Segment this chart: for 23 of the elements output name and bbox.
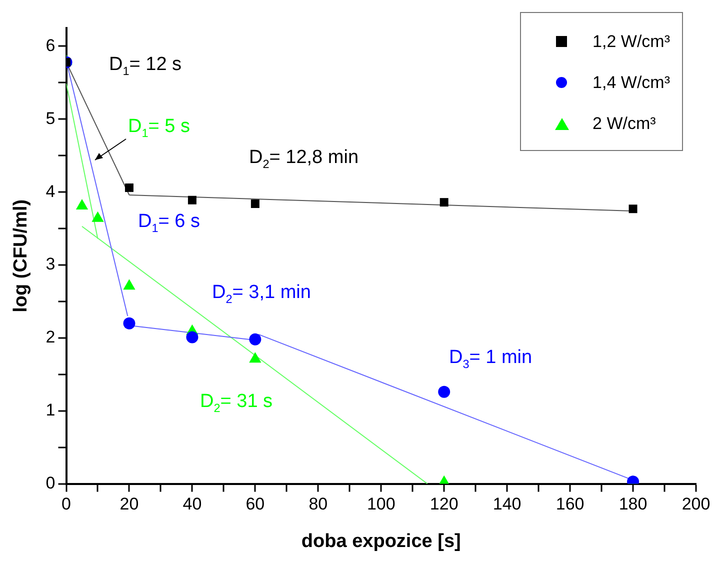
legend-label: 1,4 W/cm³ bbox=[592, 72, 670, 92]
y-tick-label: 2 bbox=[46, 328, 56, 347]
legend-label: 2 W/cm³ bbox=[592, 114, 656, 134]
y-tick-label: 5 bbox=[46, 108, 56, 128]
y-tick-label: 6 bbox=[46, 36, 56, 55]
x-tick-label: 60 bbox=[246, 494, 265, 514]
x-tick-label: 20 bbox=[120, 494, 139, 514]
x-tick-label: 160 bbox=[556, 494, 584, 514]
x-tick-label: 140 bbox=[492, 494, 522, 514]
y-tick-label: 4 bbox=[46, 182, 56, 201]
x-tick-label: 120 bbox=[430, 494, 458, 514]
x-tick-label: 80 bbox=[308, 494, 328, 514]
y-tick-label: 1 bbox=[46, 400, 56, 420]
x-tick-label: 180 bbox=[618, 494, 648, 514]
x-axis-title: doba expozice [s] bbox=[301, 530, 461, 552]
legend-label: 1,2 W/cm³ bbox=[592, 32, 670, 52]
x-tick-label: 200 bbox=[682, 494, 710, 514]
x-tick-label: 100 bbox=[366, 494, 396, 514]
y-tick-label: 0 bbox=[46, 473, 56, 492]
x-tick-label: 0 bbox=[62, 494, 71, 514]
x-tick-label: 40 bbox=[182, 494, 202, 514]
y-tick-label: 3 bbox=[46, 254, 56, 274]
y-axis-title: log (CFU/ml) bbox=[10, 199, 32, 312]
